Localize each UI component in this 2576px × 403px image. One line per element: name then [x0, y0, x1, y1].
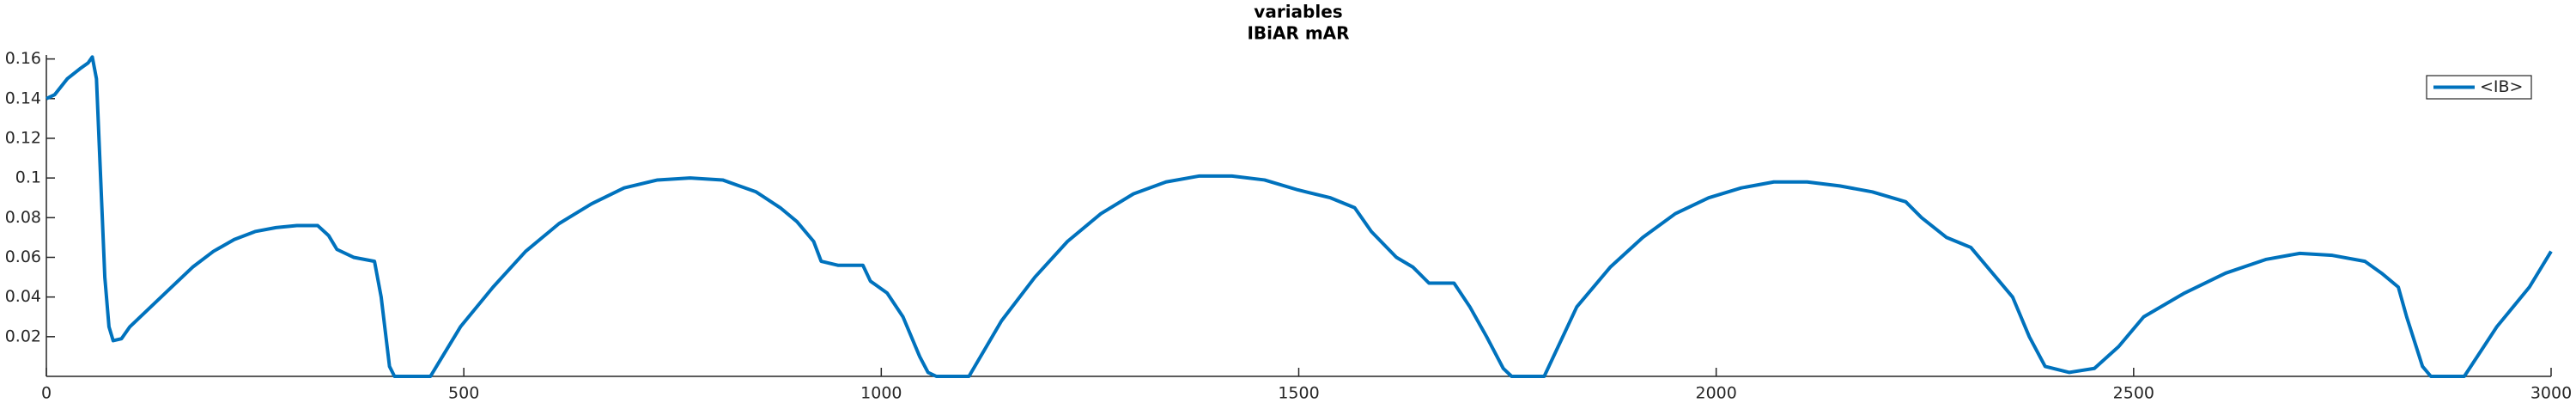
x-tick-label: 500 [448, 384, 479, 403]
chart-subtitle: IBiAR mAR [1247, 23, 1349, 44]
y-tick-label: 0.1 [15, 168, 41, 187]
x-tick-label: 1000 [860, 384, 902, 403]
y-tick-label: 0.08 [5, 208, 41, 227]
y-tick-label: 0.12 [5, 128, 41, 147]
y-tick-label: 0.04 [5, 287, 41, 306]
y-tick-label: 0.06 [5, 247, 41, 266]
y-tick-label: 0.16 [5, 49, 41, 68]
y-tick-label: 0.02 [5, 327, 41, 345]
x-tick-label: 3000 [2530, 384, 2572, 403]
data-line [46, 55, 2553, 378]
x-tick-label: 2000 [1695, 384, 1736, 403]
x-tick-label: 1500 [1278, 384, 1319, 403]
legend-label: <IB> [2480, 77, 2523, 96]
y-tick-label: 0.14 [5, 89, 41, 107]
chart-title: variables [1254, 2, 1342, 22]
x-tick-label: 2500 [2113, 384, 2154, 403]
x-tick-label: 0 [41, 384, 52, 403]
